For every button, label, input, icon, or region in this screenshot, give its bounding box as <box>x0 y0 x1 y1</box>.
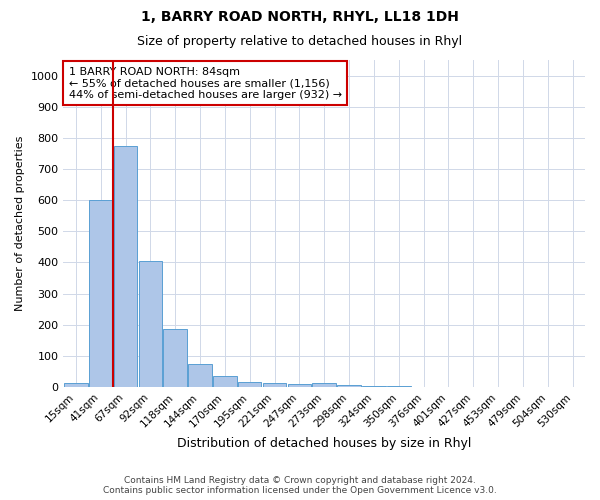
Bar <box>64 383 88 387</box>
Bar <box>387 386 410 387</box>
Bar <box>89 200 112 387</box>
Bar <box>188 364 212 387</box>
Bar <box>139 261 162 387</box>
Text: 1 BARRY ROAD NORTH: 84sqm
← 55% of detached houses are smaller (1,156)
44% of se: 1 BARRY ROAD NORTH: 84sqm ← 55% of detac… <box>68 66 342 100</box>
Bar <box>213 376 236 387</box>
Text: 1, BARRY ROAD NORTH, RHYL, LL18 1DH: 1, BARRY ROAD NORTH, RHYL, LL18 1DH <box>141 10 459 24</box>
Bar <box>238 382 262 387</box>
Y-axis label: Number of detached properties: Number of detached properties <box>15 136 25 311</box>
Text: Size of property relative to detached houses in Rhyl: Size of property relative to detached ho… <box>137 35 463 48</box>
Bar <box>263 383 286 387</box>
Bar <box>313 383 336 387</box>
Text: Contains HM Land Registry data © Crown copyright and database right 2024.
Contai: Contains HM Land Registry data © Crown c… <box>103 476 497 495</box>
X-axis label: Distribution of detached houses by size in Rhyl: Distribution of detached houses by size … <box>177 437 472 450</box>
Bar <box>114 146 137 387</box>
Bar <box>362 386 386 387</box>
Bar <box>287 384 311 387</box>
Bar <box>337 386 361 387</box>
Bar <box>163 330 187 387</box>
